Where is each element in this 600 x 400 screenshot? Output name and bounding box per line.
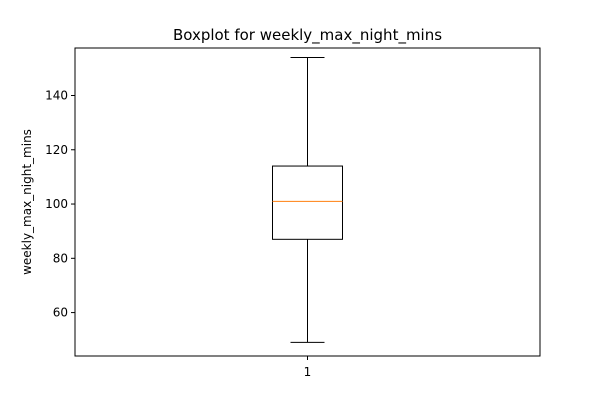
y-tick-label: 80: [53, 251, 68, 265]
plot-area: 60 80 100 120 140 1: [45, 47, 541, 379]
x-tick-label: 1: [304, 365, 312, 379]
y-tick-label: 100: [45, 197, 68, 211]
y-tick-label: 140: [45, 88, 68, 102]
y-axis-label: weekly_max_night_mins: [20, 129, 34, 275]
chart-title: Boxplot for weekly_max_night_mins: [173, 26, 442, 45]
iqr-box: [272, 165, 343, 240]
y-tick-label: 120: [45, 143, 68, 157]
y-tick-label: 60: [53, 306, 68, 320]
